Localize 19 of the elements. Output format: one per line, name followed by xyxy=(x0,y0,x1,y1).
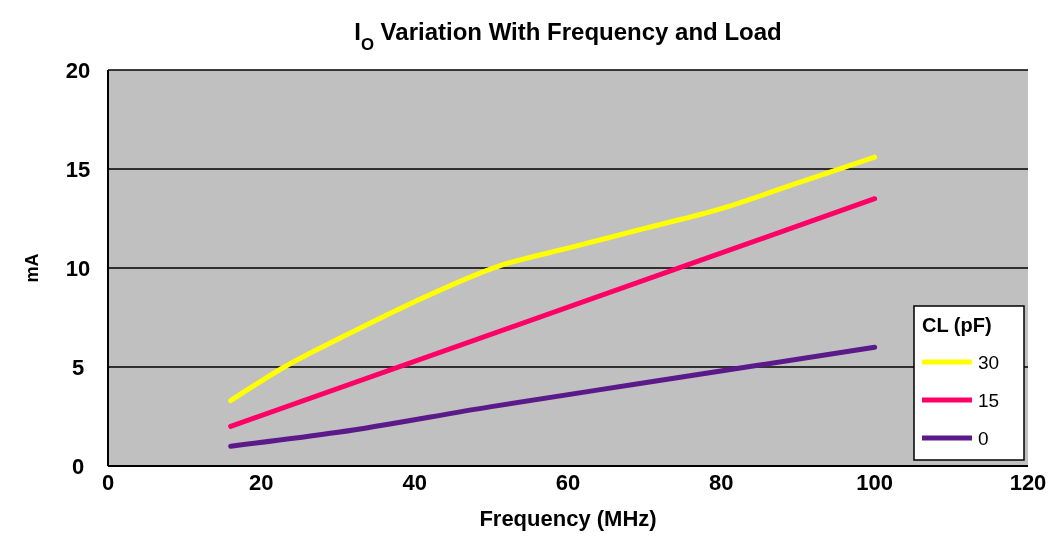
chart-title: I$_{O}$ Variation With Frequency and Load xyxy=(354,18,782,54)
y-tick-label: 15 xyxy=(65,157,91,182)
x-tick-label: 0 xyxy=(101,470,115,495)
y-tick-label: 10 xyxy=(65,256,91,281)
x-tick-label: 80 xyxy=(709,470,734,495)
legend-label: 0 xyxy=(978,428,989,449)
y-tick-label: 20 xyxy=(65,58,91,83)
x-tick-label: 40 xyxy=(402,470,427,495)
legend-title: CL (pF) xyxy=(922,314,992,336)
x-tick-label: 100 xyxy=(856,470,894,495)
y-tick-label: 0 xyxy=(71,454,85,479)
legend-label: 30 xyxy=(978,352,1000,373)
x-tick-label: 20 xyxy=(249,470,274,495)
y-tick-label: 5 xyxy=(71,355,85,380)
y-axis-title: mA xyxy=(22,253,42,283)
x-tick-label: 60 xyxy=(555,470,581,495)
x-axis-title: Frequency (MHz) xyxy=(479,506,657,531)
x-tick-label: 120 xyxy=(1009,470,1047,495)
legend-label: 15 xyxy=(978,390,1000,411)
